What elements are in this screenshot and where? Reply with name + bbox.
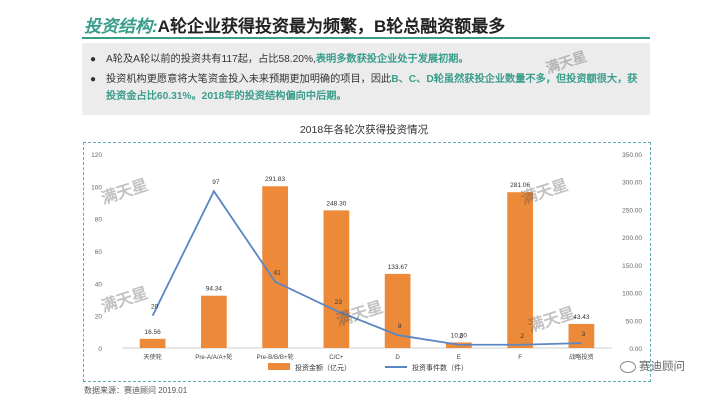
line-data-label: 2 (459, 333, 463, 340)
bar-data-label: 10.00 (451, 332, 468, 339)
bullet-2-emphasis: B、C、D轮虽然获投企业数量不多，但投资额很大，获投资金占比60.31%。201… (106, 74, 638, 102)
page-title-rest: A轮企业获得投资最为频繁，B轮总融资额最多 (157, 17, 506, 36)
bar-data-label: 281.06 (510, 182, 530, 189)
right-axis-tick: 350.00 (622, 152, 642, 159)
line-data-label: 2 (520, 333, 524, 340)
page-title-highlight: 投资结构: (84, 17, 158, 36)
line-data-label: 97 (212, 179, 220, 186)
bar-data-label: 248.30 (326, 200, 346, 207)
source-note: 数据来源：赛迪顾问 2019.01 (84, 386, 188, 395)
line-event-count (151, 189, 582, 346)
right-axis-tick: 100.00 (622, 291, 642, 298)
bar-investment-amount (139, 338, 166, 348)
legend-swatch-amount (268, 363, 290, 370)
line-data-label: 20 (151, 304, 159, 311)
bar-data-label: 133.67 (388, 264, 408, 271)
chart-frame (83, 142, 651, 382)
left-axis-tick: 0 (98, 346, 102, 353)
right-axis-tick: 150.00 (622, 263, 642, 270)
right-axis-tick: 50.00 (626, 318, 643, 325)
line-data-label: 8 (398, 323, 402, 330)
right-axis-tick: 250.00 (622, 207, 642, 214)
wechat-icon (620, 360, 636, 373)
bullet-dot-icon: ● (90, 54, 97, 65)
left-axis-tick: 80 (95, 217, 103, 224)
bullet-dot-icon: ● (90, 74, 97, 85)
bar-data-label: 43.43 (573, 314, 590, 321)
category-label: E (457, 354, 461, 361)
brand-logo: 赛迪顾问 (620, 358, 685, 374)
bullet-1-text: A轮及A轮以前的投资共有117起，占比58.20%, (106, 54, 316, 65)
left-axis-tick: 40 (95, 281, 103, 288)
bar-data-label: 16.56 (144, 329, 161, 336)
bar-data-label: 291.83 (265, 176, 285, 183)
chart-title: 2018年各轮次获得投资情况 (299, 124, 429, 136)
line-data-label: 3 (582, 331, 586, 338)
title-underline (82, 37, 650, 39)
category-label: D (395, 354, 400, 361)
legend-label-count: 投资事件数（件） (412, 363, 468, 372)
legend-label-amount: 投资金额（亿元） (295, 363, 351, 372)
page-title: 投资结构:A轮企业获得投资最为频繁，B轮总融资额最多 (84, 12, 505, 37)
right-axis-tick: 0.00 (629, 346, 642, 353)
left-axis-tick: 60 (95, 249, 103, 256)
category-label: Pre-A/A/A+轮 (195, 353, 232, 361)
bar-data-label: 94.34 (206, 286, 223, 293)
summary-box: ● A轮及A轮以前的投资共有117起，占比58.20%,表明多数获投企业处于发展… (82, 43, 650, 115)
right-axis-tick: 200.00 (622, 235, 642, 242)
category-label: Pre-B/B/B+轮 (256, 353, 293, 361)
line-data-label: 41 (274, 270, 282, 277)
right-axis-tick: 300.00 (622, 180, 642, 187)
left-axis-tick: 120 (91, 152, 102, 159)
category-label: 天使轮 (143, 353, 162, 361)
bullet-2-text: 投资机构更愿意将大笔资金投入未来预期更加明确的项目，因此 (106, 74, 392, 85)
left-axis-tick: 100 (91, 184, 102, 191)
bar-investment-amount (201, 295, 227, 348)
category-label: C/C+ (329, 354, 344, 361)
category-label: F (518, 354, 522, 361)
line-data-label: 23 (335, 299, 343, 306)
category-label: 战略投资 (569, 353, 594, 361)
left-axis-tick: 20 (95, 314, 103, 321)
bar-investment-amount (323, 210, 350, 348)
bullet-1-emphasis: 表明多数获投企业处于发展初期。 (315, 54, 469, 65)
bar-investment-amount (507, 192, 533, 348)
brand-name: 赛迪顾问 (639, 361, 685, 373)
bar-investment-amount (262, 186, 288, 348)
